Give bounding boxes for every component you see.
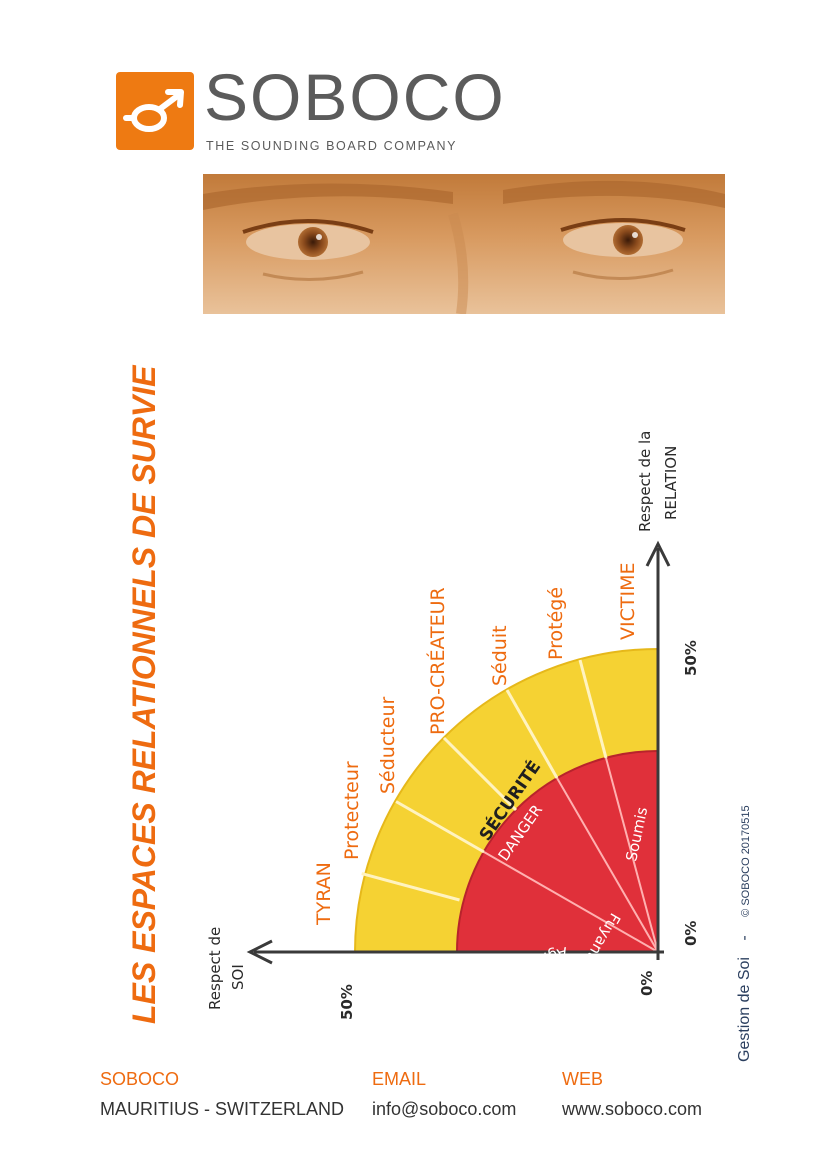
- side-credit-text: Gestion de Soi: [736, 957, 753, 1062]
- label-tyran: TYRAN: [313, 862, 335, 926]
- label-seducteur: Séducteur: [377, 697, 399, 794]
- x-tick-0: 0%: [638, 971, 656, 996]
- footer-web-link[interactable]: www.soboco.com: [562, 1099, 703, 1119]
- y-tick-0: 0%: [682, 921, 700, 946]
- footer-email-link[interactable]: info@soboco.com: [372, 1099, 517, 1119]
- footer-company: SOBOCO MAURITIUS - SWITZERLAND: [100, 1068, 344, 1120]
- y-axis-arrow: [645, 540, 671, 567]
- inner-dividers: [483, 757, 659, 953]
- y-tick-50: 50%: [682, 640, 700, 676]
- label-seduit: Séduit: [489, 625, 511, 686]
- x-axis-arrow: [246, 939, 273, 965]
- y-axis-label-line2: RELATION: [662, 446, 680, 520]
- logo-badge: [116, 72, 194, 150]
- label-pro-createur: PRO-CRÉATEUR: [426, 587, 449, 735]
- gender-symbol-icon: [123, 89, 184, 132]
- logo-wordmark: SOBOCO: [204, 60, 506, 134]
- footer-web-heading: WEB: [562, 1069, 604, 1089]
- footer-web: WEB www.soboco.com: [562, 1068, 702, 1120]
- logo-tagline: THE SOUNDING BOARD COMPANY: [206, 139, 458, 153]
- footer-email: EMAIL info@soboco.com: [372, 1068, 516, 1120]
- x-axis-label-line2: SOI: [229, 964, 247, 990]
- x-tick-50: 50%: [338, 984, 356, 1020]
- side-credit-separator: -: [736, 935, 753, 941]
- eyes-photo: [203, 174, 725, 314]
- footer-email-heading: EMAIL: [372, 1069, 427, 1089]
- label-victime: VICTIME: [617, 563, 639, 640]
- label-protege: Protégé: [545, 587, 567, 660]
- side-credit: Gestion de Soi - © SOBOCO 20170515: [736, 805, 754, 1062]
- footer-company-value: MAURITIUS - SWITZERLAND: [100, 1099, 345, 1119]
- x-axis-label-line1: Respect de: [206, 927, 224, 1010]
- side-credit-copyright: © SOBOCO 20170515: [740, 805, 752, 917]
- label-protecteur: Protecteur: [341, 761, 363, 860]
- footer-company-heading: SOBOCO: [100, 1069, 180, 1089]
- y-axis-label-line1: Respect de la: [636, 431, 654, 532]
